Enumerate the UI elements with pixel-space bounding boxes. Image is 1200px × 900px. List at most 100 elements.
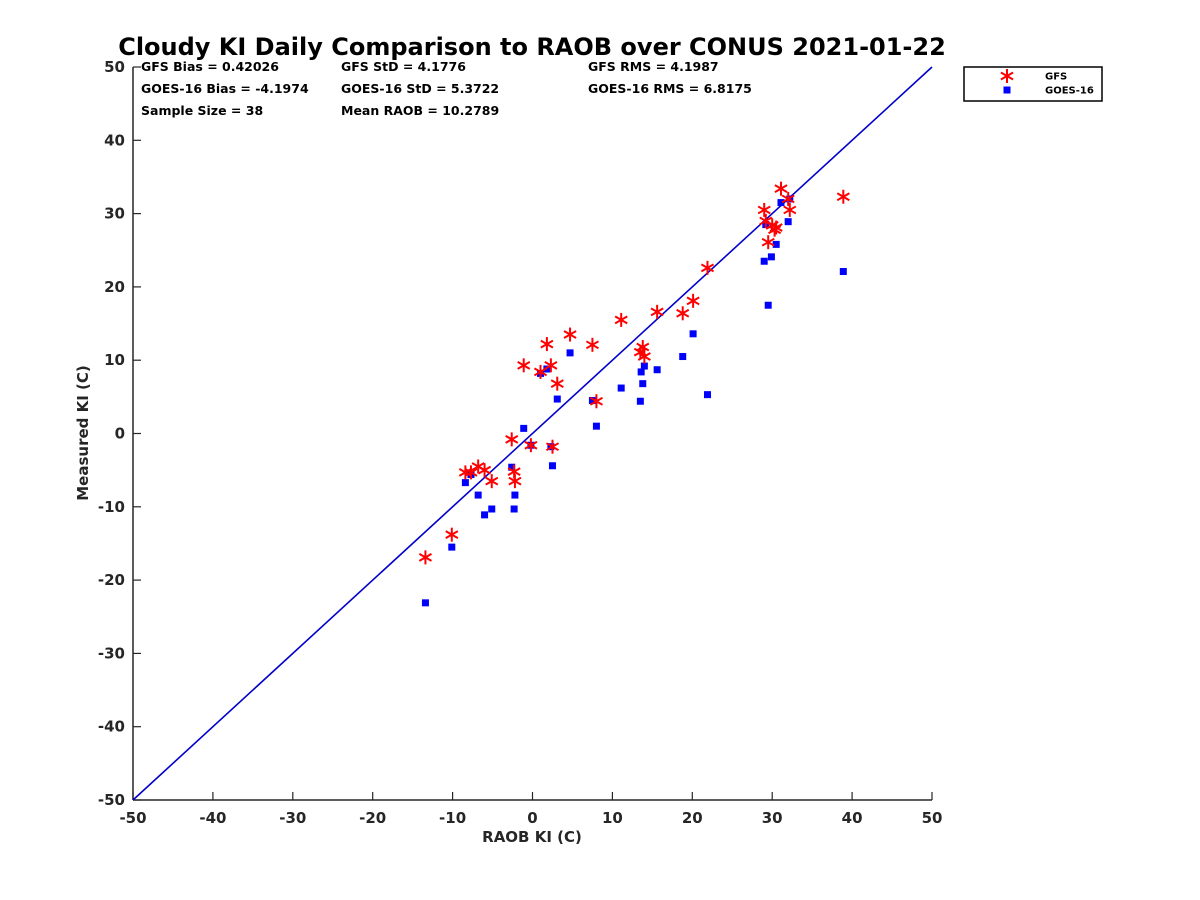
legend-box [963,66,1103,102]
gfs-point [563,327,577,342]
stat-annotation: GOES-16 RMS = 6.8175 [588,81,752,96]
x-tick-label: 0 [527,809,537,827]
gfs-point [781,191,795,206]
x-tick-label: 40 [842,809,863,827]
x-tick-label: -20 [359,809,386,827]
goes16-point [640,362,648,370]
gfs-point [589,394,603,409]
x-tick-label: -30 [279,809,306,827]
x-axis-ticks: -50 -40 -30 -20 -10 0 10 20 30 40 50 [119,792,942,827]
gfs-point [700,260,715,275]
gfs-point [540,337,554,352]
gfs-point [783,202,797,217]
y-tick-label: 10 [104,351,125,369]
gfs-point [544,358,558,373]
goes16-point [777,199,785,207]
goes16-point [653,366,661,374]
goes16-point [617,384,625,392]
gfs-point [676,306,690,321]
legend-goes16-marker [1003,86,1011,94]
y-tick-label: 30 [104,205,125,223]
goes16-point [679,353,687,361]
gfs-point [445,527,459,542]
stat-annotation: GOES-16 Bias = -4.1974 [141,81,309,96]
goes16-point [448,543,456,551]
gfs-point [636,340,650,355]
legend-label: GOES-16 [1045,86,1094,97]
series-goes-16 [421,195,847,607]
gfs-point [524,438,538,453]
goes16-point [510,505,518,513]
goes16-point [636,397,644,405]
one-to-one-line [132,66,933,801]
x-tick-label: 20 [682,809,703,827]
gfs-point [477,463,492,478]
gfs-point [637,349,651,364]
gfs-point [757,202,771,217]
gfs-point [686,293,700,308]
goes16-point [767,253,775,261]
x-tick-label: -10 [439,809,466,827]
stat-annotation: Mean RAOB = 10.2789 [341,103,499,118]
gfs-point [836,189,850,204]
goes16-point [689,330,697,338]
goes16-point [511,491,519,499]
goes16-point [488,505,496,513]
chart-title: Cloudy KI Daily Comparison to RAOB over … [118,33,946,61]
goes16-point [592,422,600,430]
x-tick-label: 30 [762,809,783,827]
y-tick-label: -40 [98,718,125,736]
gfs-point [464,465,478,480]
gfs-point [550,376,564,391]
y-tick-label: 40 [104,131,125,149]
x-axis-label: RAOB KI (C) [482,828,582,846]
gfs-point [485,474,499,489]
x-tick-label: -40 [199,809,226,827]
legend: GFS GOES-16 [963,66,1103,102]
goes16-point [548,462,556,470]
gfs-point [545,439,560,454]
gfs-point [508,474,522,489]
goes16-point [474,491,482,499]
goes16-point [421,599,429,607]
series-gfs [418,181,850,565]
goes16-point [760,257,768,265]
gfs-point [585,337,599,352]
goes16-point [481,511,489,519]
gfs-point [505,432,519,447]
y-tick-label: 50 [104,58,125,76]
goes16-point [772,240,780,248]
statistics-annotations: GFS Bias = 0.42026 GFS StD = 4.1776 GFS RM… [141,59,752,118]
gfs-point [650,304,664,319]
goes16-point [566,349,574,357]
goes16-point [784,218,792,226]
goes16-point [703,391,711,399]
goes16-point [764,301,772,309]
goes16-point [520,424,528,432]
goes16-point [588,397,596,405]
x-tick-label: 10 [602,809,623,827]
y-tick-label: -20 [98,571,125,589]
gfs-point [533,364,548,379]
y-axis-ticks: 50 40 30 20 10 0 -10 -20 -30 -40 -50 [98,58,141,809]
y-tick-label: -10 [98,498,125,516]
one-to-one-reference-line [132,66,933,801]
gfs-point [774,181,788,196]
gfs-point [769,220,783,235]
x-tick-label: -50 [119,809,146,827]
gfs-point [418,550,432,565]
y-tick-label: -30 [98,644,125,662]
y-tick-label: 0 [115,425,125,443]
gfs-point [517,358,531,373]
gfs-point [614,312,628,327]
gfs-point [768,222,782,237]
data-series [418,181,850,607]
stat-annotation: Sample Size = 38 [141,103,263,118]
goes16-point [637,368,645,376]
x-tick-label: 50 [922,809,943,827]
goes16-point [461,479,469,487]
goes16-point [553,395,561,403]
stat-annotation: GOES-16 StD = 5.3722 [341,81,499,96]
gfs-point [458,465,472,480]
goes16-point [508,463,516,471]
